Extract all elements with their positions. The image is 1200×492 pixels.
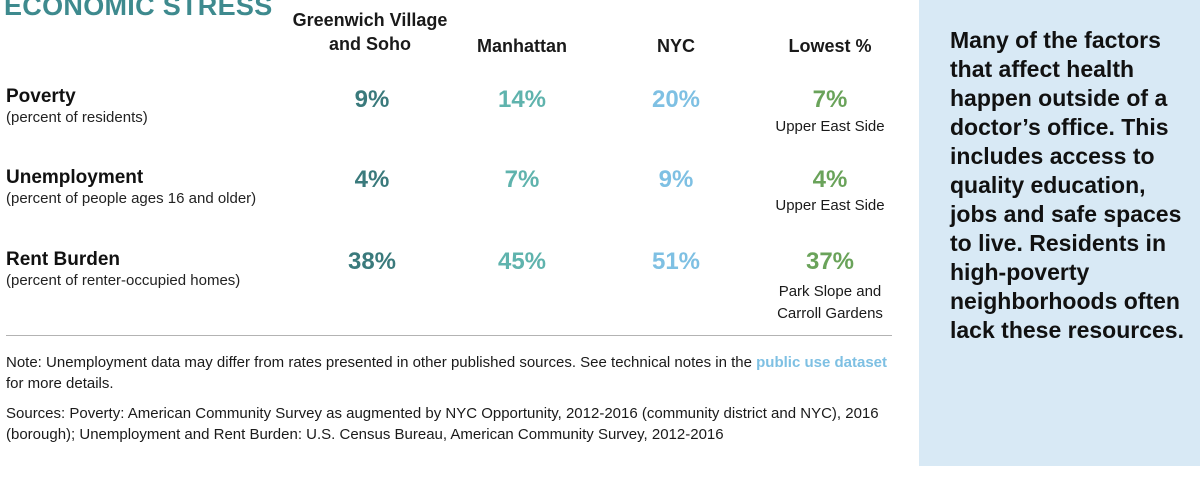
value-unemployment-gv: 4% <box>354 166 390 193</box>
value-poverty-lowest: 7% <box>812 86 848 113</box>
row-subtitle: (percent of renter-occupied homes) <box>6 272 241 289</box>
row-title: Rent Burden <box>6 249 120 270</box>
column-header-manhattan: Manhattan <box>477 36 567 56</box>
footnote: Note: Unemployment data may differ from … <box>6 352 896 394</box>
value-unemployment-manhattan: 7% <box>504 166 540 193</box>
divider <box>6 335 892 336</box>
public-use-dataset-link[interactable]: public use dataset <box>756 354 888 371</box>
value-rent-burden-gv: 38% <box>347 248 397 275</box>
footnote-text-end: for more details. <box>6 375 114 392</box>
row-title: Unemployment <box>6 167 144 188</box>
row-label-poverty: Poverty (percent of residents) <box>6 86 148 128</box>
row-title: Poverty <box>6 86 76 107</box>
row-label-unemployment: Unemployment (percent of people ages 16 … <box>6 167 256 209</box>
sidebar-callout: Many of the factors that affect health h… <box>919 0 1200 466</box>
row-label-rent-burden: Rent Burden (percent of renter-occupied … <box>6 249 240 291</box>
value-rent-burden-nyc: 51% <box>651 248 701 275</box>
lowest-area-poverty: Upper East Side <box>775 118 885 135</box>
sidebar-text: Many of the factors that affect health h… <box>950 27 1184 343</box>
column-header-lowest: Lowest % <box>788 36 872 56</box>
value-rent-burden-lowest: 37% <box>805 248 855 275</box>
value-poverty-manhattan: 14% <box>497 86 547 113</box>
column-header-greenwich-village: Greenwich Village and Soho <box>292 10 448 54</box>
value-rent-burden-manhattan: 45% <box>497 248 547 275</box>
footnote-text: Note: Unemployment data may differ from … <box>6 354 757 371</box>
value-poverty-gv: 9% <box>354 86 390 113</box>
sources: Sources: Poverty: American Community Sur… <box>6 405 879 443</box>
lowest-area-rent-burden: Park Slope and Carroll Gardens <box>777 283 883 322</box>
lowest-area-unemployment: Upper East Side <box>775 197 885 214</box>
value-unemployment-lowest: 4% <box>812 166 848 193</box>
section-title: ECONOMIC STRESS <box>4 0 273 21</box>
row-subtitle: (percent of residents) <box>6 109 148 126</box>
row-subtitle: (percent of people ages 16 and older) <box>6 190 257 207</box>
column-header-nyc: NYC <box>656 36 695 56</box>
value-poverty-nyc: 20% <box>651 86 701 113</box>
value-unemployment-nyc: 9% <box>658 166 694 193</box>
